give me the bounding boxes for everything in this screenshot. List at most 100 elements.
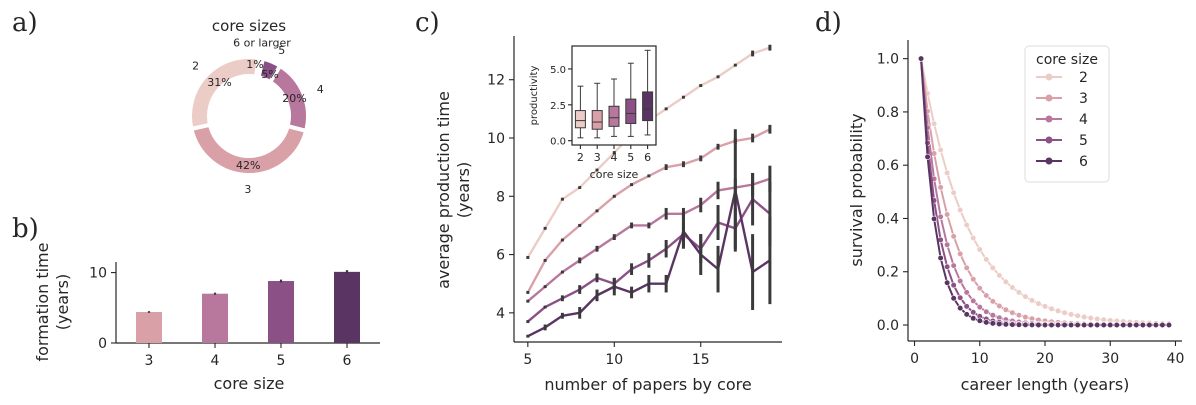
d-series-point [970, 315, 977, 322]
donut-percent-label: 42% [236, 159, 260, 172]
b-bar-4 [202, 293, 228, 343]
d-series-point [950, 189, 957, 196]
d-series-point [1009, 284, 1016, 291]
d-series-point [970, 297, 977, 304]
c-y-tick-label: 12 [487, 73, 505, 89]
b-y-axis-label-line1: formation time [33, 243, 52, 362]
inset-box-6 [642, 49, 654, 136]
b-y-axis-label: formation time (years) [33, 243, 72, 362]
d-series-point [917, 55, 925, 62]
d-series-point [1009, 309, 1016, 316]
panel-b-bar-chart: formation time (years) core size 0 10 3 4 5 6 [33, 243, 380, 393]
donut-percent-label: 1% [246, 58, 263, 71]
d-series-point [983, 308, 990, 315]
c-inset-boxplot: 0.0 2.5 5.0 2 3 4 5 6 core size productivity [529, 45, 657, 181]
d-x-tick-label: 0 [910, 351, 919, 367]
legend-swatch-marker [1045, 157, 1053, 165]
b-bar-5 [268, 281, 294, 343]
panel-a-donut: core sizes 2 31% 3 42% 4 20% 55% 6 or larger 1% [188, 17, 324, 196]
d-series-point [957, 206, 964, 214]
donut-title: core sizes [212, 17, 286, 35]
d-series-point [944, 169, 951, 176]
d-series-point [930, 150, 938, 157]
d-series-point [1139, 321, 1146, 329]
donut-percent-label: 31% [207, 76, 231, 89]
d-series-point [957, 277, 964, 285]
inset-box-rect [625, 98, 637, 124]
inset-box-5 [625, 62, 637, 137]
d-y-axis-label: survival probability [847, 113, 866, 266]
legend-entry-2: 2 [1079, 70, 1088, 86]
d-x-tick-label: 10 [971, 351, 989, 367]
c-y-tick-label: 6 [496, 248, 505, 264]
b-y-tick-label: 10 [89, 266, 107, 282]
b-bar-3 [136, 312, 162, 343]
d-series-point [1113, 321, 1120, 329]
d-series-point [1054, 321, 1062, 329]
inset-box-rect [608, 105, 620, 127]
d-series-point [1107, 321, 1114, 329]
panel-d-survival-chart: survival probability career length (year… [847, 40, 1184, 394]
b-x-tick-label: 3 [145, 353, 154, 369]
donut-label-4: 4 [317, 83, 324, 96]
donut-label-3: 3 [244, 183, 251, 196]
d-series-point [950, 295, 957, 302]
legend-title: core size [1036, 52, 1098, 68]
donut-label-5: 5 [278, 44, 285, 57]
d-x-axis-label: career length (years) [961, 375, 1130, 394]
inset-box-rect [591, 110, 603, 130]
d-series-point [1015, 321, 1023, 328]
d-series-point [1015, 312, 1023, 319]
c-x-tick-label: 10 [605, 352, 623, 368]
d-series-point [1081, 321, 1088, 329]
d-series-point [1054, 307, 1062, 315]
d-series-point [1146, 321, 1153, 329]
legend-swatch-marker [1045, 136, 1053, 144]
legend-entry-6: 6 [1079, 154, 1088, 170]
d-x-tick-label: 30 [1101, 351, 1119, 367]
d-series-point [970, 276, 977, 283]
donut-label-2: 2 [192, 60, 199, 73]
d-series-point [1159, 321, 1166, 329]
d-series-point [1133, 321, 1140, 329]
d-series-point [937, 184, 944, 191]
d-legend: core size 2 3 4 5 6 [1024, 45, 1110, 183]
donut-labels: 2 31% 3 42% 4 20% 55% 6 or larger 1% [192, 37, 324, 196]
d-series-point [1100, 321, 1107, 329]
d-series-point [963, 264, 970, 272]
legend-entry-4: 4 [1079, 112, 1088, 128]
d-series-point [950, 282, 957, 289]
d-series-point [963, 289, 970, 296]
donut-label-6-or-larger: 6 or larger [233, 37, 291, 50]
d-series-point [996, 320, 1003, 328]
inset-x-axis-label: core size [590, 168, 639, 181]
inset-x-tick-label: 2 [577, 151, 584, 164]
d-series-point [1002, 278, 1009, 285]
inset-box-4 [608, 78, 620, 137]
d-plot-area: 0.0 0.2 0.4 0.6 0.8 1.0 0 10 20 30 40 [877, 40, 1184, 367]
d-series-point [944, 279, 951, 286]
d-series-point [1002, 321, 1009, 328]
inset-y-tick-label: 0.0 [550, 137, 566, 148]
d-y-tick-label: 0.4 [877, 211, 899, 227]
d-series-point [976, 246, 983, 253]
inset-box-rect [574, 110, 586, 129]
d-y-tick-label: 1.0 [877, 52, 899, 68]
d-series-point [1028, 297, 1036, 304]
c-y-axis-label-line2: (years) [454, 162, 473, 219]
b-plot-area: 0 10 3 4 5 6 [89, 262, 380, 369]
b-y-tick-label: 0 [98, 336, 107, 352]
d-series-point [989, 320, 996, 327]
d-series-point [970, 235, 977, 242]
d-series-point [970, 309, 977, 316]
d-series-point [1081, 313, 1088, 321]
d-series-point [976, 304, 983, 311]
d-series-point [950, 233, 957, 240]
panel-label-b: b) [12, 214, 39, 244]
c-y-tick-label: 8 [496, 189, 505, 205]
inset-box-3 [591, 82, 603, 139]
legend-swatch-marker [1045, 94, 1053, 102]
d-series-point [1087, 321, 1094, 329]
d-series-point [1041, 303, 1049, 310]
